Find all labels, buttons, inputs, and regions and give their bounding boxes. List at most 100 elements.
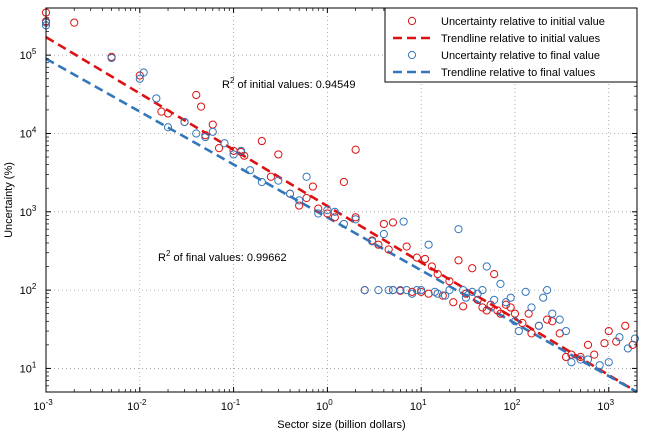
data-point-2 bbox=[208, 127, 217, 136]
trendline-1 bbox=[45, 35, 638, 394]
data-point-2 bbox=[396, 286, 405, 295]
data-point-0 bbox=[527, 329, 536, 338]
data-point-2 bbox=[412, 286, 421, 295]
data-point-0 bbox=[208, 120, 217, 129]
data-point-0 bbox=[402, 242, 411, 251]
data-point-0 bbox=[302, 193, 311, 203]
data-point-2 bbox=[384, 286, 393, 295]
data-point-0 bbox=[351, 145, 360, 154]
x-tick-label: 10-2 bbox=[127, 398, 147, 413]
data-point-0 bbox=[468, 264, 477, 273]
y-tick-label: 104 bbox=[20, 125, 37, 140]
data-point-0 bbox=[214, 144, 224, 153]
x-tick-label: 103 bbox=[597, 398, 614, 413]
initial-r2-sup: 2 bbox=[230, 76, 235, 85]
final-r2-prefix: R bbox=[158, 252, 166, 264]
legend-label-2: Uncertainty relative to final value bbox=[441, 50, 600, 62]
data-point-0 bbox=[433, 270, 442, 279]
data-point-2 bbox=[534, 321, 544, 330]
data-point-2 bbox=[595, 361, 604, 370]
data-point-2 bbox=[351, 215, 360, 224]
data-point-0 bbox=[388, 218, 398, 227]
final-r2-text: of final values: 0.99662 bbox=[170, 252, 286, 264]
data-point-0 bbox=[196, 102, 206, 111]
data-point-2 bbox=[285, 189, 295, 198]
data-point-2 bbox=[417, 286, 426, 295]
data-point-2 bbox=[330, 207, 339, 216]
data-point-0 bbox=[438, 291, 447, 300]
data-point-2 bbox=[478, 286, 487, 295]
data-point-2 bbox=[561, 326, 571, 336]
data-point-0 bbox=[308, 182, 317, 191]
data-points bbox=[41, 8, 640, 370]
data-point-2 bbox=[152, 94, 161, 103]
data-point-2 bbox=[192, 129, 201, 138]
data-point-2 bbox=[374, 286, 383, 295]
x-tick-label: 102 bbox=[504, 398, 521, 413]
data-point-2 bbox=[201, 132, 210, 142]
data-point-2 bbox=[135, 74, 144, 83]
data-point-0 bbox=[424, 289, 433, 298]
data-point-2 bbox=[468, 287, 477, 296]
data-point-2 bbox=[139, 68, 148, 77]
data-point-0 bbox=[506, 303, 515, 312]
x-tick-label: 10-1 bbox=[221, 398, 241, 413]
data-point-2 bbox=[441, 291, 450, 300]
y-tick-label: 102 bbox=[20, 282, 37, 297]
data-point-2 bbox=[482, 262, 491, 271]
data-point-2 bbox=[180, 117, 189, 127]
data-point-2 bbox=[604, 358, 613, 367]
data-point-2 bbox=[339, 219, 348, 229]
data-point-2 bbox=[539, 293, 548, 302]
data-point-0 bbox=[561, 352, 571, 362]
data-point-0 bbox=[157, 107, 166, 116]
data-point-2 bbox=[236, 146, 246, 155]
data-point-2 bbox=[506, 293, 515, 302]
data-point-0 bbox=[583, 340, 593, 349]
data-point-2 bbox=[510, 317, 520, 326]
data-point-2 bbox=[527, 303, 536, 312]
data-point-2 bbox=[555, 315, 564, 324]
data-point-0 bbox=[295, 201, 304, 210]
data-point-0 bbox=[459, 302, 468, 311]
data-point-2 bbox=[630, 334, 640, 343]
data-point-0 bbox=[496, 309, 505, 318]
trendlines bbox=[45, 35, 638, 394]
data-point-0 bbox=[70, 18, 79, 27]
data-point-0 bbox=[518, 318, 527, 328]
x-tick-label: 100 bbox=[316, 398, 333, 413]
data-point-2 bbox=[229, 150, 238, 159]
data-point-0 bbox=[490, 270, 499, 279]
data-point-0 bbox=[323, 209, 332, 218]
data-point-0 bbox=[420, 254, 430, 264]
data-point-0 bbox=[314, 204, 323, 213]
data-point-2 bbox=[490, 295, 499, 304]
data-point-2 bbox=[163, 123, 173, 132]
data-point-0 bbox=[542, 315, 552, 324]
data-point-2 bbox=[567, 358, 576, 367]
data-point-2 bbox=[501, 298, 510, 307]
data-point-2 bbox=[583, 355, 593, 364]
data-point-2 bbox=[314, 209, 323, 218]
y-tick-label: 105 bbox=[20, 47, 37, 62]
data-point-0 bbox=[274, 150, 283, 159]
data-point-2 bbox=[461, 293, 471, 302]
data-point-2 bbox=[379, 229, 388, 239]
legend: Uncertainty relative to initial value Tre… bbox=[384, 7, 638, 83]
legend-box bbox=[384, 7, 638, 83]
data-point-2 bbox=[548, 309, 557, 318]
data-point-0 bbox=[257, 136, 266, 146]
data-point-0 bbox=[449, 298, 458, 307]
data-point-0 bbox=[454, 256, 463, 265]
data-point-2 bbox=[302, 172, 311, 181]
data-point-0 bbox=[412, 253, 421, 262]
data-point-2 bbox=[274, 176, 283, 185]
data-point-2 bbox=[521, 287, 530, 296]
data-point-2 bbox=[323, 206, 332, 215]
data-point-0 bbox=[374, 240, 383, 249]
initial-r2-text: of initial values: 0.94549 bbox=[234, 79, 355, 91]
data-point-0 bbox=[163, 109, 173, 118]
data-point-2 bbox=[454, 225, 463, 234]
data-point-2 bbox=[445, 286, 454, 295]
